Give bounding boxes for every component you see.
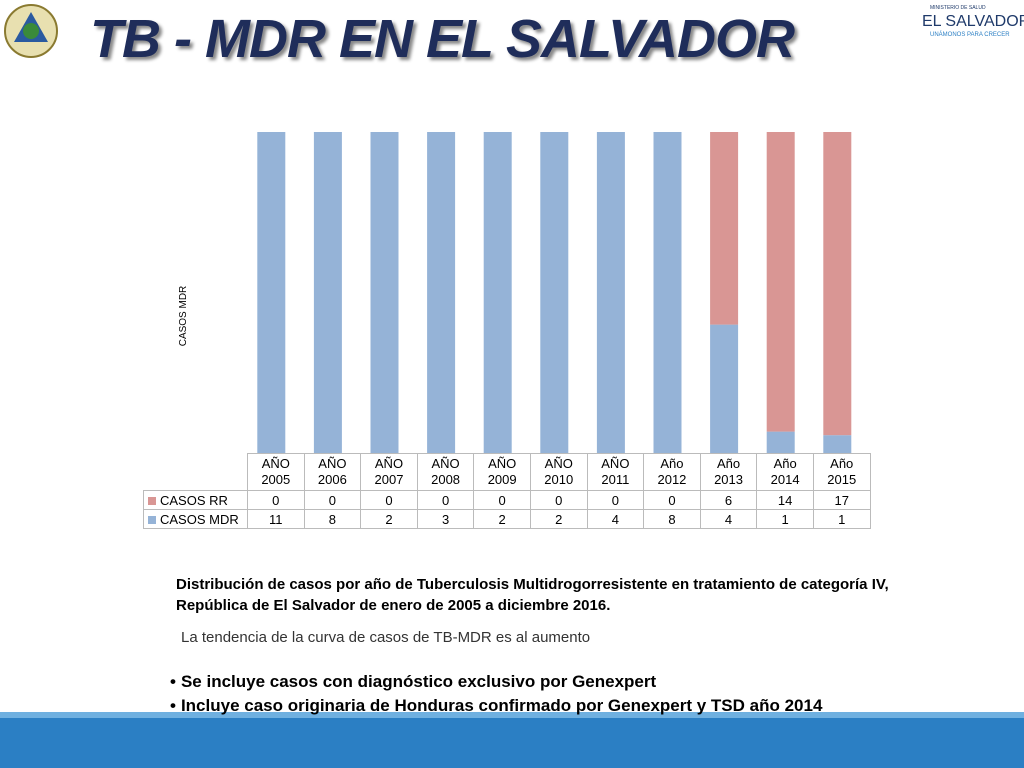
value-cell: 17: [812, 490, 871, 510]
logo-country: EL SALVADOR: [922, 13, 1024, 30]
left-logo: [4, 4, 58, 58]
value-cell: 4: [586, 509, 645, 529]
legend-label: CASOS RR: [160, 492, 228, 508]
bar-segment: [313, 132, 342, 453]
bullet: Se incluye casos con diagnóstico exclusi…: [170, 670, 822, 694]
y-axis-label: CASOS MDR: [178, 286, 189, 347]
category-label: AÑO 2011: [586, 453, 645, 491]
value-cell: 0: [416, 490, 475, 510]
value-cell: 6: [699, 490, 758, 510]
value-cell: 0: [303, 490, 362, 510]
table-header-row: AÑO 2005 AÑO 2006 AÑO 2007 AÑO 2008 AÑO 2009…: [144, 453, 871, 491]
bar-segment: [540, 132, 569, 453]
legend-cell: CASOS MDR: [143, 509, 248, 529]
bar-segment: [710, 324, 739, 453]
title: TB - MDR EN EL SALVADOR: [90, 9, 795, 69]
legend-swatch: [148, 496, 156, 505]
category-label: AÑO 2009: [473, 453, 531, 491]
value-cell: 4: [699, 509, 758, 529]
bar-segment: [823, 435, 852, 453]
value-cell: 0: [643, 490, 701, 510]
table-row: CASOS MDR 11 8 2 3 2 2 4 8 4 1 1: [143, 509, 871, 529]
bar-segment: [370, 132, 399, 453]
bar-segment: [257, 132, 286, 453]
value-cell: 0: [529, 490, 588, 510]
value-cell: 11: [247, 509, 305, 529]
right-logo: MINISTERIO DE SALUD EL SALVADOR UNÁMONOS…: [920, 4, 1024, 40]
category-label: Año 2012: [643, 453, 701, 491]
bar-segment: [483, 132, 512, 453]
bullet: Incluye caso originaria de Honduras conf…: [170, 694, 822, 718]
value-cell: 0: [247, 490, 305, 510]
value-cell: 8: [643, 509, 701, 529]
value-cell: 3: [416, 509, 475, 529]
value-cell: 14: [756, 490, 814, 510]
bar-segment: [596, 132, 625, 453]
data-table: AÑO 2005 AÑO 2006 AÑO 2007 AÑO 2008 AÑO 2009…: [143, 453, 871, 529]
value-cell: 1: [756, 509, 814, 529]
bar-segment: [766, 132, 795, 432]
caption: Distribución de casos por año de Tubercu…: [176, 576, 889, 614]
value-cell: 8: [303, 509, 362, 529]
category-label: AÑO 2005: [247, 453, 305, 491]
bar-segment: [427, 132, 456, 453]
value-cell: 0: [360, 490, 418, 510]
bar-segment: [653, 132, 682, 453]
value-cell: 2: [473, 509, 531, 529]
bar-segment: [823, 132, 852, 436]
value-cell: 0: [586, 490, 645, 510]
logo-ministry: MINISTERIO DE SALUD: [930, 5, 986, 11]
value-cell: 2: [360, 509, 418, 529]
corner-cell: [144, 454, 248, 491]
value-cell: 0: [473, 490, 531, 510]
category-label: Año 2013: [699, 453, 758, 491]
bar-segment: [766, 431, 795, 453]
category-label: Año 2015: [812, 453, 871, 491]
category-label: AÑO 2008: [416, 453, 475, 491]
category-label: AÑO 2006: [303, 453, 362, 491]
table-row: CASOS RR 0 0 0 0 0 0 0 0 6 14 17: [143, 490, 871, 510]
category-label: AÑO 2007: [360, 453, 418, 491]
legend-cell: CASOS RR: [143, 490, 248, 510]
category-label: AÑO 2010: [529, 453, 588, 491]
value-cell: 1: [812, 509, 871, 529]
bar-segment: [710, 132, 739, 325]
legend-swatch: [148, 515, 156, 524]
legend-label: CASOS MDR: [160, 511, 239, 527]
value-cell: 2: [529, 509, 588, 529]
category-label: Año 2014: [756, 453, 814, 491]
logo-slogan: UNÁMONOS PARA CRECER: [930, 31, 1010, 38]
footer-bar: [0, 712, 1024, 768]
bullets: Se incluye casos con diagnóstico exclusi…: [170, 670, 822, 718]
note: La tendencia de la curva de casos de TB-…: [181, 629, 591, 646]
